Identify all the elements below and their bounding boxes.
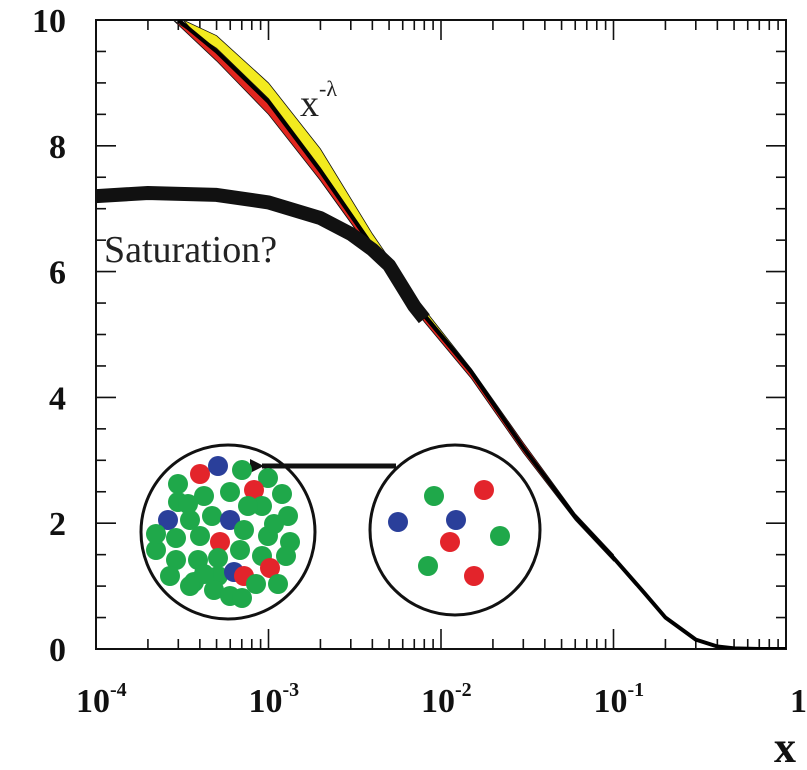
parton-dot-green	[146, 524, 166, 544]
x-tick-label: 10-2	[421, 679, 472, 720]
parton-dot-red	[190, 464, 210, 484]
parton-dot-green	[232, 460, 252, 480]
parton-dot-green	[178, 494, 198, 514]
parton-dot-green	[220, 482, 240, 502]
parton-dot-green	[168, 474, 188, 494]
parton-dot-green	[208, 548, 228, 568]
parton-dot-green	[238, 496, 258, 516]
parton-dot-green	[146, 540, 166, 560]
y-tick-label: 10	[32, 3, 66, 40]
parton-dot-green	[160, 566, 180, 586]
parton-dot-green	[264, 514, 284, 534]
parton-dot-blue	[208, 456, 228, 476]
parton-dot-green	[252, 496, 272, 516]
sparse-proton-circle	[368, 443, 542, 617]
parton-dot-red	[260, 558, 280, 578]
parton-dot-green	[268, 574, 288, 594]
parton-dot-red	[440, 532, 460, 552]
y-tick-label: 6	[49, 255, 66, 292]
parton-dot-red	[210, 532, 230, 552]
parton-dot-green	[424, 486, 444, 506]
parton-density-inset	[139, 443, 542, 621]
parton-dot-green	[232, 588, 252, 608]
x-tick-label: 10-4	[76, 679, 127, 720]
saturation-curve	[96, 186, 430, 324]
y-tick-labels: 0 2 4 6 8 10	[32, 3, 66, 669]
power-law-annotation: x-λ	[300, 76, 337, 125]
x-tick-label: 10-1	[594, 679, 645, 720]
x-tick-label: 10-3	[249, 679, 300, 720]
parton-dot-green	[272, 484, 292, 504]
parton-dot-red	[244, 480, 264, 500]
y-tick-label: 2	[49, 506, 66, 543]
parton-dot-blue	[446, 510, 466, 530]
saturation-annotation: Saturation?	[104, 229, 277, 271]
parton-dot-green	[246, 574, 266, 594]
parton-dot-green	[276, 546, 296, 566]
y-tick-label: 0	[49, 632, 66, 669]
parton-dot-green	[190, 526, 210, 546]
curves	[96, 20, 786, 649]
parton-dot-red	[464, 566, 484, 586]
parton-dots	[146, 456, 510, 608]
parton-dot-red	[474, 480, 494, 500]
y-tick-label: 4	[49, 380, 66, 417]
parton-dot-green	[180, 510, 200, 530]
central-curve	[177, 20, 786, 649]
parton-dot-blue	[388, 512, 408, 532]
parton-dot-green	[234, 520, 254, 540]
parton-dot-blue	[158, 510, 178, 530]
parton-dot-green	[490, 526, 510, 546]
parton-dot-green	[258, 468, 278, 488]
parton-dot-green	[166, 550, 186, 570]
x-tick-labels: 10-4 10-3 10-2 10-1 1	[76, 679, 807, 720]
parton-dot-green	[194, 486, 214, 506]
x-axis-label: x	[774, 723, 796, 770]
parton-dot-green	[180, 576, 200, 596]
parton-dot-green	[230, 540, 250, 560]
parton-dot-blue	[220, 510, 240, 530]
y-tick-label: 8	[49, 129, 66, 166]
parton-dot-green	[418, 556, 438, 576]
parton-dot-green	[166, 528, 186, 548]
x-tick-label: 1	[790, 683, 807, 720]
parton-dot-green	[202, 506, 222, 526]
parton-dot-green	[194, 564, 214, 584]
parton-dot-green	[204, 580, 224, 600]
